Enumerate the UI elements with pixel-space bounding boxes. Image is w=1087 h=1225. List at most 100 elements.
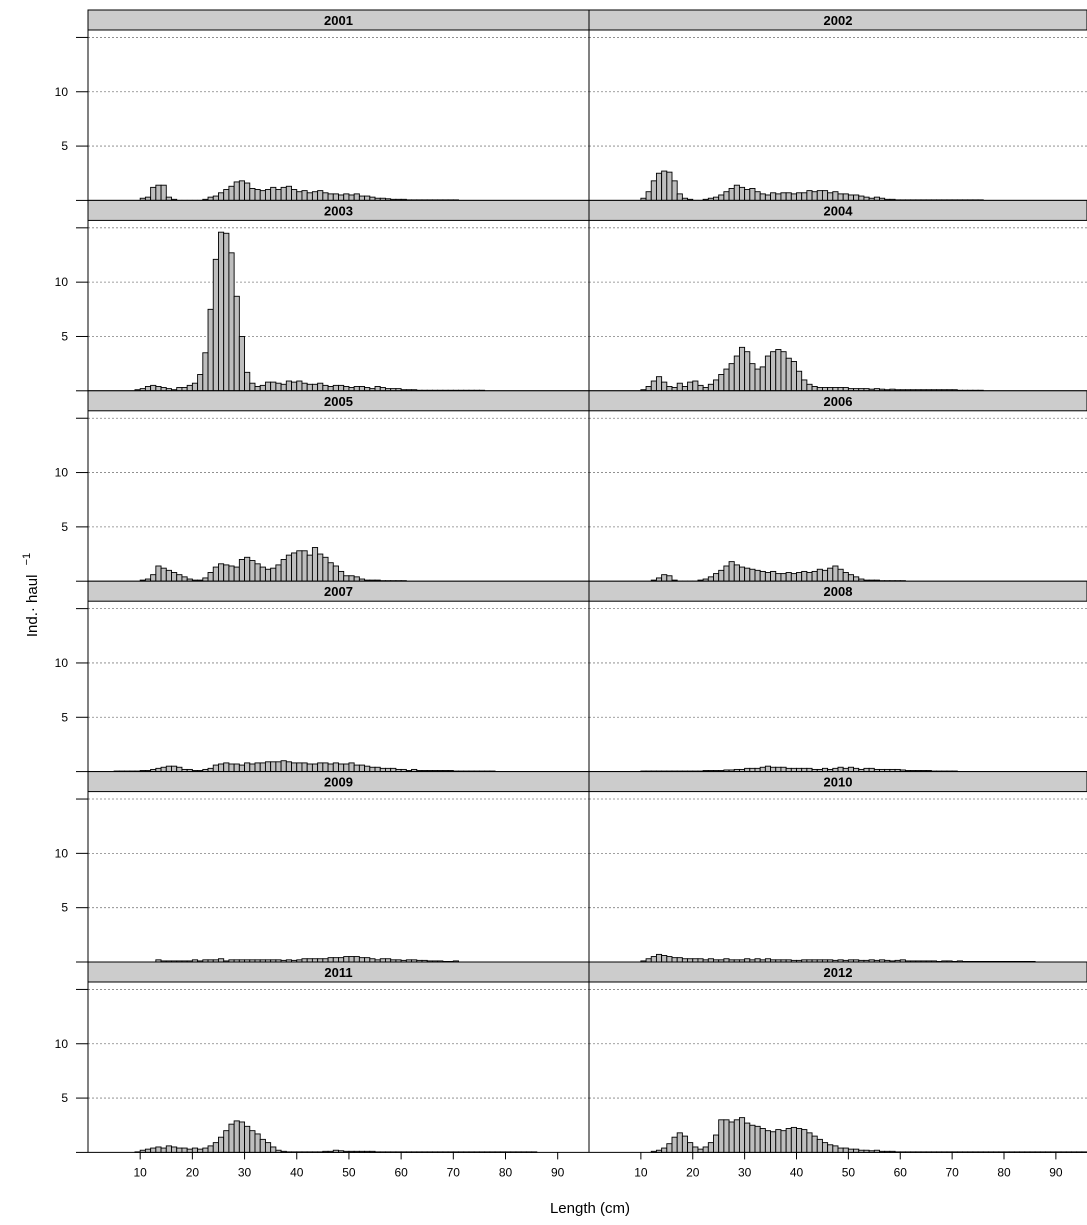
bar-2007-36	[275, 761, 282, 773]
bar-2002-28	[733, 184, 740, 201]
bar-2003-55	[374, 386, 381, 392]
bar-2010-17	[676, 957, 683, 963]
panel-title-2004: 2004	[824, 203, 854, 218]
bar-2007-50	[348, 762, 355, 773]
bar-2007-35	[270, 761, 277, 773]
bar-2001-12	[150, 186, 157, 201]
bar-2001-35	[270, 186, 277, 201]
bar-2006-27	[728, 561, 735, 582]
bar-2007-37	[280, 760, 287, 773]
bar-2003-39	[291, 381, 298, 392]
panel-title-2012: 2012	[824, 965, 853, 980]
bar-2011-29	[238, 1121, 246, 1153]
panel-2001: 2001	[87, 9, 590, 202]
bar-2001-42	[306, 192, 313, 201]
bar-2006-28	[733, 564, 740, 582]
bar-2002-14	[661, 170, 668, 201]
y-tick-label-row5-10: 10	[55, 1037, 69, 1051]
bar-2003-21	[197, 374, 204, 392]
panels-layer: 2001 2002 2003 2004 2005 2006 2007 2008 2009 2010…	[87, 9, 1087, 1153]
bar-2001-31	[249, 187, 256, 201]
bar-2004-27	[728, 363, 735, 392]
bar-2001-34	[264, 189, 272, 201]
bar-2007-54	[369, 766, 376, 773]
y-tick-label-row0-10: 10	[55, 85, 69, 99]
bar-2012-37	[780, 1130, 787, 1153]
bar-2009-48	[338, 957, 345, 963]
bar-2005-43	[311, 547, 319, 582]
bar-2012-49	[842, 1147, 849, 1153]
bar-2011-20	[191, 1147, 199, 1153]
bar-2006-32	[754, 569, 761, 582]
bar-2006-25	[718, 569, 725, 582]
panel-2005: 2005	[87, 390, 590, 582]
bar-2012-26	[723, 1119, 730, 1153]
bar-2003-22	[202, 352, 209, 392]
bar-2005-30	[244, 556, 251, 582]
bar-2006-42	[806, 572, 813, 582]
bar-2005-25	[218, 563, 225, 582]
bar-2006-44	[816, 568, 823, 582]
bar-2003-24	[212, 258, 219, 392]
bar-2012-42	[806, 1132, 813, 1153]
bar-2012-34	[764, 1130, 772, 1153]
bar-2002-47	[832, 191, 839, 201]
bar-2007-17	[176, 766, 183, 773]
bar-2005-16	[171, 572, 178, 582]
bar-2005-37	[280, 559, 287, 582]
bar-2001-27	[228, 185, 235, 201]
bar-2007-47	[332, 762, 339, 773]
bar-2008-34	[764, 765, 772, 773]
bar-2011-16	[171, 1146, 178, 1153]
panel-title-2002: 2002	[824, 13, 853, 28]
bar-2009-47	[332, 957, 339, 963]
bar-2011-17	[176, 1147, 183, 1153]
panel-title-2005: 2005	[324, 394, 353, 409]
bar-2006-34	[764, 572, 772, 582]
panel-2006: 2006	[588, 390, 1087, 583]
bar-2005-13	[155, 565, 162, 582]
bar-2002-39	[790, 193, 797, 201]
bar-2001-41	[301, 190, 308, 201]
bar-2006-38	[785, 572, 792, 582]
bar-2011-18	[181, 1147, 188, 1153]
bar-2003-20	[191, 382, 199, 392]
x-tick-label-col1-90: 90	[1049, 1165, 1063, 1179]
bar-2006-26	[723, 565, 730, 582]
y-tick-label-row2-10: 10	[55, 466, 69, 480]
bar-2011-28	[233, 1120, 240, 1153]
bar-2001-30	[244, 182, 251, 201]
bar-2003-38	[285, 380, 292, 392]
x-tick-label-col0-90: 90	[551, 1165, 565, 1179]
bar-2012-35	[770, 1131, 777, 1153]
bar-2001-36	[275, 189, 282, 201]
bar-2006-31	[749, 568, 756, 582]
panel-title-2006: 2006	[824, 394, 853, 409]
bar-2003-34	[264, 381, 272, 392]
bar-2010-16	[671, 957, 678, 963]
bar-2004-38	[785, 357, 792, 392]
bar-2008-50	[847, 766, 855, 773]
bar-2003-26	[223, 232, 230, 392]
x-tick-label-col1-50: 50	[842, 1165, 856, 1179]
bar-2004-29	[738, 346, 746, 392]
bar-2008-37	[780, 766, 787, 773]
bar-2005-42	[306, 554, 313, 582]
bar-2007-42	[306, 763, 313, 773]
bar-2004-43	[811, 386, 818, 392]
bar-2006-14	[661, 574, 668, 582]
bar-2004-18	[681, 386, 689, 392]
bar-2002-45	[821, 190, 829, 201]
bar-2012-18	[681, 1135, 689, 1153]
bar-2012-47	[832, 1145, 839, 1153]
panel-2007: 2007	[87, 580, 590, 773]
bar-2007-14	[160, 766, 167, 773]
bar-2003-27	[228, 252, 235, 392]
y-tick-label-row1-10: 10	[55, 275, 69, 289]
bar-2005-31	[249, 560, 256, 582]
bar-2005-14	[160, 567, 167, 582]
bar-2006-41	[801, 570, 808, 582]
bar-2011-13	[155, 1146, 162, 1153]
bar-2002-40	[796, 192, 803, 201]
bar-2011-32	[254, 1133, 261, 1153]
